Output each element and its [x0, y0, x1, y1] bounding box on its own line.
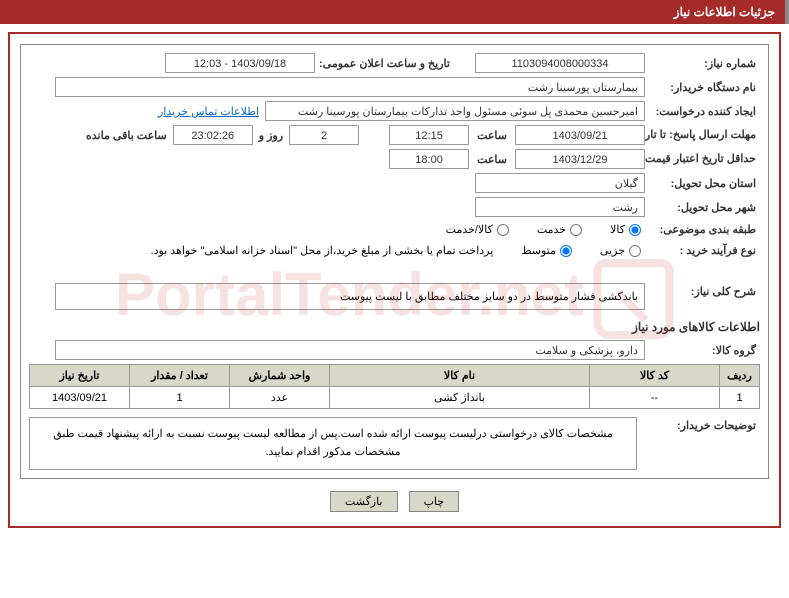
proc-opt2: متوسط [521, 244, 556, 257]
need-no-label: شماره نیاز: [645, 55, 760, 72]
price-valid-time: 18:00 [389, 149, 469, 169]
proc-radio-medium[interactable] [560, 245, 572, 257]
announce-field: 1403/09/18 - 12:03 [165, 53, 315, 73]
requester-label: ایجاد کننده درخواست: [645, 103, 760, 120]
panel-title: جزئیات اطلاعات نیاز [674, 5, 775, 19]
group-label: گروه کالا: [645, 342, 760, 359]
days-and-label: روز و [253, 129, 289, 142]
cell-idx: 1 [720, 387, 760, 409]
back-button[interactable]: بازگشت [330, 491, 398, 512]
buyer-label: نام دستگاه خریدار: [645, 79, 760, 96]
cell-code: -- [590, 387, 720, 409]
print-button[interactable]: چاپ [409, 491, 460, 512]
reply-time-field: 12:15 [389, 125, 469, 145]
time-label-1: ساعت [469, 129, 515, 142]
items-section-title: اطلاعات کالاهای مورد نیاز [29, 320, 760, 334]
cell-unit: عدد [230, 387, 330, 409]
payment-note: پرداخت تمام یا بخشی از مبلغ خرید،از محل … [151, 244, 494, 257]
province-field: گیلان [475, 173, 645, 193]
category-label: طبقه بندی موضوعی: [645, 221, 760, 238]
cell-date: 1403/09/21 [30, 387, 130, 409]
reply-date-field: 1403/09/21 [515, 125, 645, 145]
countdown-field: 23:02:26 [173, 125, 253, 145]
days-field: 2 [289, 125, 359, 145]
table-row: 1 -- بانداژ کشی عدد 1 1403/09/21 [30, 387, 760, 409]
price-valid-date: 1403/12/29 [515, 149, 645, 169]
province-label: استان محل تحویل: [645, 175, 760, 192]
need-no-field: 1103094008000334 [475, 53, 645, 73]
cell-name: بانداژ کشی [330, 387, 590, 409]
panel-header: جزئیات اطلاعات نیاز [0, 0, 789, 24]
th-unit: واحد شمارش [230, 365, 330, 387]
notes-box: مشخصات کالای درخواستی درلیست پیوست ارائه… [29, 417, 637, 470]
th-qty: تعداد / مقدار [130, 365, 230, 387]
requester-field: امیرحسین محمدی پل سوئی مسئول واحد تدارکا… [265, 101, 645, 121]
notes-label: توضیحات خریدار: [645, 417, 760, 434]
proc-opt1: جزیی [600, 244, 625, 257]
process-label: نوع فرآیند خرید : [645, 242, 760, 259]
desc-box: باندکشی فشار متوسط در دو سایز مختلف مطاب… [55, 283, 645, 310]
price-valid-label: حداقل تاریخ اعتبار قیمت: تا تاریخ: [645, 150, 760, 168]
cat-opt2: خدمت [537, 223, 566, 236]
form-box: شماره نیاز: 1103094008000334 تاریخ و ساع… [20, 44, 769, 479]
cat-opt3: کالا/خدمت [446, 223, 493, 236]
items-table: ردیف کد کالا نام کالا واحد شمارش تعداد /… [29, 364, 760, 409]
time-label-2: ساعت [469, 153, 515, 166]
reply-deadline-label: مهلت ارسال پاسخ: تا تاریخ: [645, 126, 760, 144]
remaining-label: ساعت باقی مانده [82, 127, 173, 144]
cell-qty: 1 [130, 387, 230, 409]
city-label: شهر محل تحویل: [645, 199, 760, 216]
cat-radio-service[interactable] [570, 224, 582, 236]
announce-label: تاریخ و ساعت اعلان عمومی: [315, 55, 475, 72]
buyer-field: بیمارستان پورسینا رشت [55, 77, 645, 97]
main-container: شماره نیاز: 1103094008000334 تاریخ و ساع… [8, 32, 781, 528]
table-header-row: ردیف کد کالا نام کالا واحد شمارش تعداد /… [30, 365, 760, 387]
button-row: چاپ بازگشت [20, 491, 769, 512]
th-idx: ردیف [720, 365, 760, 387]
th-date: تاریخ نیاز [30, 365, 130, 387]
cat-radio-both[interactable] [497, 224, 509, 236]
contact-link[interactable]: اطلاعات تماس خریدار [158, 105, 259, 118]
th-name: نام کالا [330, 365, 590, 387]
cat-radio-goods[interactable] [629, 224, 641, 236]
city-field: رشت [475, 197, 645, 217]
group-field: دارو، پزشکی و سلامت [55, 340, 645, 360]
desc-title-label: شرح کلی نیاز: [645, 283, 760, 300]
cat-opt1: کالا [610, 223, 625, 236]
proc-radio-minor[interactable] [629, 245, 641, 257]
th-code: کد کالا [590, 365, 720, 387]
